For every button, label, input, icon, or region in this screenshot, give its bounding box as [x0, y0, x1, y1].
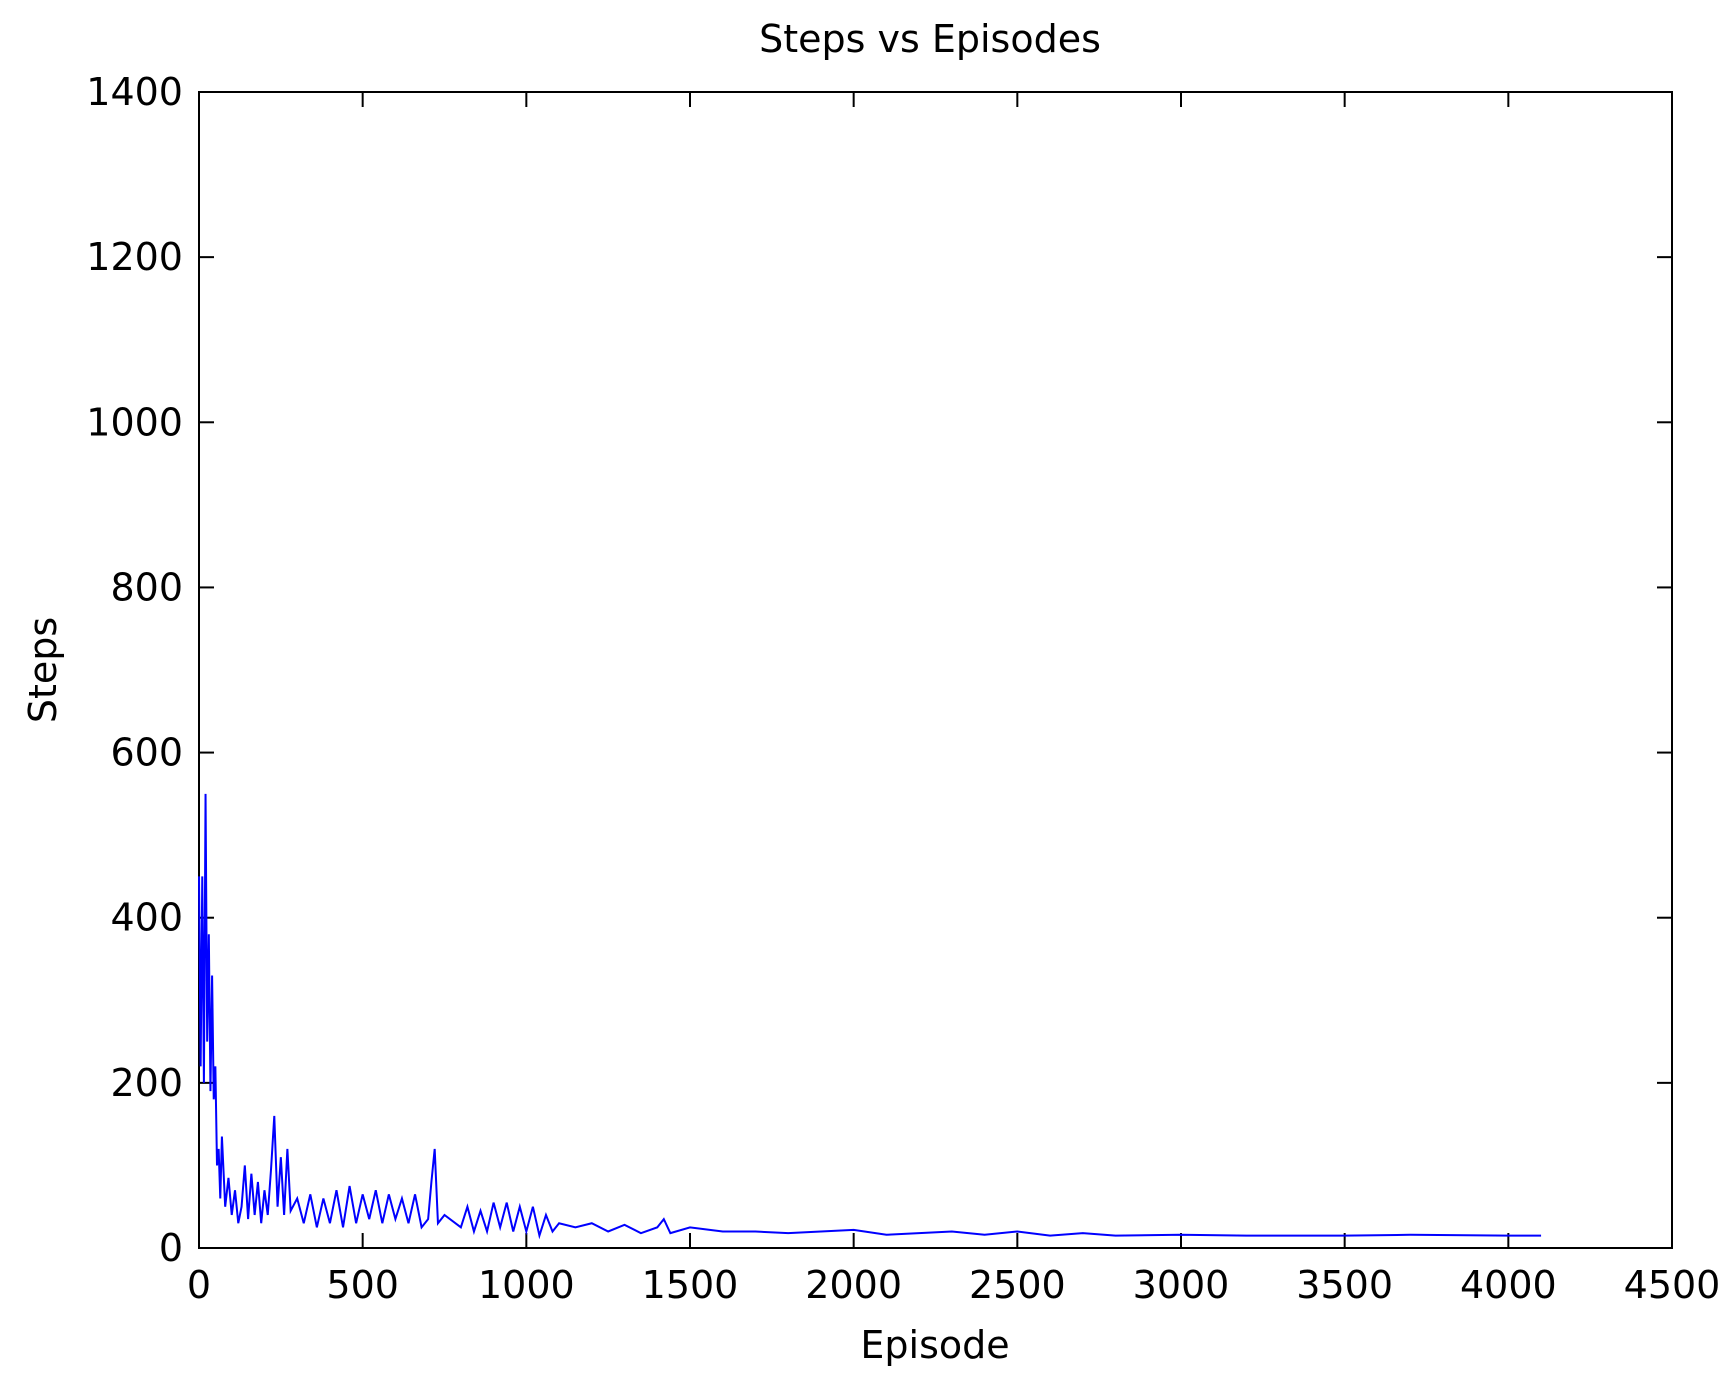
x-tick-label: 3500 — [1296, 1263, 1393, 1307]
y-tick-label: 1000 — [86, 400, 183, 444]
y-tick-label: 800 — [110, 565, 183, 609]
y-tick-label: 0 — [159, 1226, 183, 1270]
x-tick-label: 2000 — [805, 1263, 902, 1307]
x-tick-label: 4000 — [1460, 1263, 1557, 1307]
y-tick-label: 1400 — [86, 70, 183, 114]
y-tick-label: 400 — [110, 896, 183, 940]
x-tick-label: 4500 — [1624, 1263, 1721, 1307]
x-tick-label: 1000 — [478, 1263, 575, 1307]
x-axis-title: Episode — [860, 1323, 1009, 1367]
y-tick-label: 600 — [110, 731, 183, 775]
x-tick-label: 0 — [187, 1263, 211, 1307]
plot-frame — [198, 91, 1673, 1249]
y-tick-label: 200 — [110, 1061, 183, 1105]
chart-title: Steps vs Episodes — [759, 17, 1101, 61]
x-tick-label: 2500 — [969, 1263, 1066, 1307]
x-tick-label: 500 — [326, 1263, 399, 1307]
x-tick-label: 3000 — [1133, 1263, 1230, 1307]
x-tick-label: 1500 — [642, 1263, 739, 1307]
y-axis-title: Steps — [21, 617, 65, 723]
data-line — [198, 793, 1542, 1240]
y-tick-label: 1200 — [86, 235, 183, 279]
